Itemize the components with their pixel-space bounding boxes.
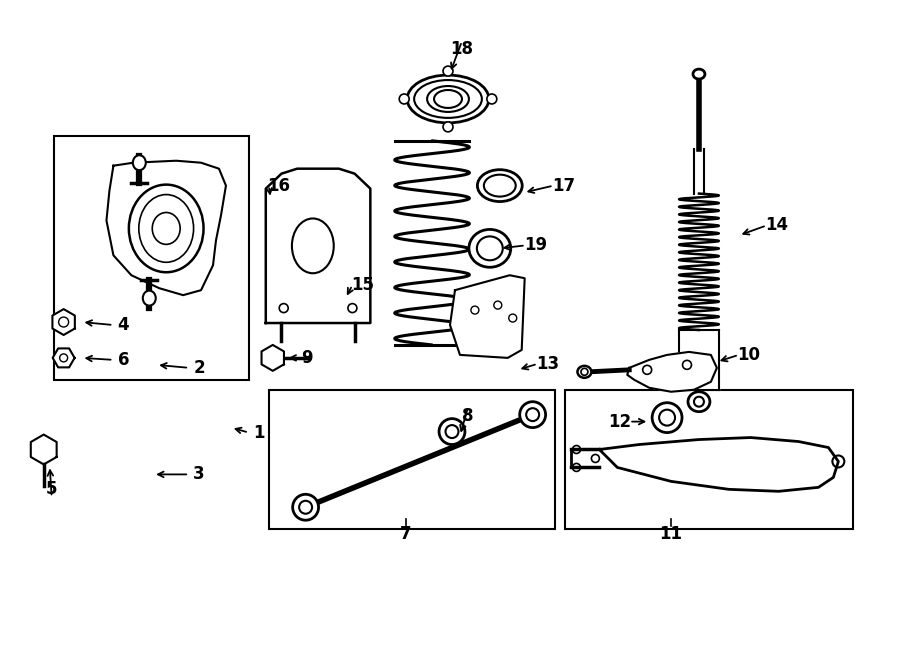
Text: 11: 11 — [660, 525, 682, 543]
Ellipse shape — [519, 402, 545, 428]
Ellipse shape — [688, 392, 710, 412]
Text: 17: 17 — [552, 176, 575, 194]
Ellipse shape — [477, 170, 522, 202]
Bar — [564, 390, 853, 529]
Bar — [269, 390, 554, 529]
Text: 8: 8 — [463, 407, 473, 424]
Ellipse shape — [152, 212, 180, 245]
Polygon shape — [262, 345, 284, 371]
Ellipse shape — [407, 75, 489, 123]
Text: 7: 7 — [400, 525, 412, 543]
Text: 5: 5 — [46, 481, 58, 498]
Text: 12: 12 — [608, 412, 631, 430]
Text: 13: 13 — [536, 355, 559, 373]
Ellipse shape — [400, 94, 410, 104]
Text: 18: 18 — [450, 40, 473, 58]
Ellipse shape — [652, 403, 682, 432]
Text: 19: 19 — [524, 237, 547, 254]
Text: 10: 10 — [737, 346, 760, 364]
Ellipse shape — [469, 229, 510, 267]
Ellipse shape — [578, 366, 591, 378]
Polygon shape — [31, 434, 57, 465]
Text: 15: 15 — [351, 276, 374, 294]
Polygon shape — [599, 438, 839, 491]
Polygon shape — [53, 348, 75, 368]
Ellipse shape — [428, 86, 469, 112]
Polygon shape — [52, 309, 75, 335]
Text: 9: 9 — [301, 349, 312, 367]
Text: 6: 6 — [118, 351, 129, 369]
Text: 1: 1 — [253, 424, 265, 442]
Bar — [54, 136, 248, 380]
Polygon shape — [450, 275, 525, 358]
Polygon shape — [106, 161, 226, 295]
Ellipse shape — [439, 418, 465, 444]
Text: 4: 4 — [118, 316, 130, 334]
Ellipse shape — [693, 69, 705, 79]
Polygon shape — [627, 352, 717, 392]
Ellipse shape — [487, 94, 497, 104]
Text: 2: 2 — [194, 359, 205, 377]
Ellipse shape — [143, 291, 156, 305]
Text: 16: 16 — [267, 176, 290, 194]
Polygon shape — [266, 169, 370, 323]
Text: 14: 14 — [765, 216, 788, 235]
Ellipse shape — [348, 303, 357, 313]
Ellipse shape — [443, 66, 453, 76]
Ellipse shape — [292, 494, 319, 520]
Polygon shape — [679, 330, 719, 390]
Ellipse shape — [279, 303, 288, 313]
Text: 3: 3 — [194, 465, 205, 483]
Ellipse shape — [443, 122, 453, 132]
Ellipse shape — [139, 194, 194, 262]
Ellipse shape — [133, 155, 146, 170]
